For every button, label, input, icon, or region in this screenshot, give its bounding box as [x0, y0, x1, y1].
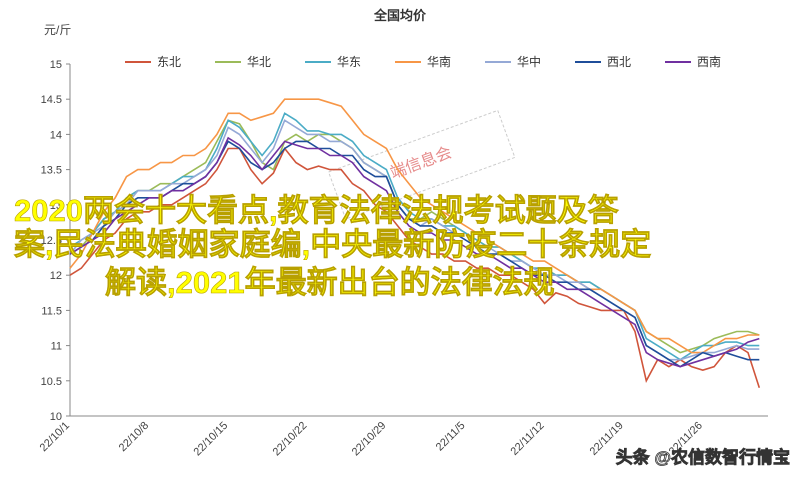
x-tick-label: 22/11/12 — [509, 420, 547, 458]
y-tick-label: 11.5 — [41, 305, 62, 317]
x-tick-label: 22/10/1 — [38, 420, 72, 454]
y-tick-label: 13 — [50, 200, 62, 212]
series-line — [69, 146, 761, 389]
series-line — [69, 140, 760, 368]
x-tick-label: 22/10/22 — [271, 420, 310, 459]
y-tick-label: 12 — [50, 270, 62, 282]
legend-label: 华东 — [337, 55, 361, 69]
legend-label: 东北 — [157, 55, 181, 69]
footer: 头条 @农信数智行情宝 — [616, 447, 790, 467]
x-tick-label: 22/10/8 — [117, 420, 151, 454]
chart-title: 全国均价 — [373, 8, 427, 23]
y-tick-label: 14.5 — [41, 94, 62, 106]
overlay-text: 解读,2021年最新出台的法律法规 — [105, 265, 555, 300]
y-tick-label: 10.5 — [41, 376, 62, 388]
x-tick-label: 22/11/5 — [434, 420, 468, 454]
y-tick-label: 15 — [50, 59, 62, 71]
overlay-text: 案,民法典婚姻家庭编,中央最新防疫二十条规定 — [14, 227, 651, 262]
series-line — [69, 98, 760, 354]
legend-label: 华北 — [247, 55, 271, 69]
x-tick-label: 22/10/29 — [350, 420, 389, 459]
x-tick-label: 22/10/15 — [192, 420, 231, 459]
legend-label: 华中 — [517, 54, 541, 69]
y-tick-label: 13.5 — [41, 165, 62, 177]
series-line — [69, 136, 760, 368]
legend-label: 华南 — [427, 54, 451, 69]
legend-label: 西北 — [607, 55, 631, 69]
overlay-text: 2020两会十大看点,教育法律法规考试题及答 — [14, 193, 620, 228]
legend-label: 西南 — [697, 54, 721, 69]
y-tick-label: 10 — [50, 411, 62, 423]
y-tick-label: 11 — [51, 341, 62, 353]
y-tick-label: 12.5 — [41, 235, 62, 247]
series-line — [69, 112, 760, 361]
watermark: 端信息会 — [388, 143, 454, 182]
y-tick-label: 14 — [50, 129, 62, 141]
y-axis-label: 元/斤 — [44, 23, 71, 37]
